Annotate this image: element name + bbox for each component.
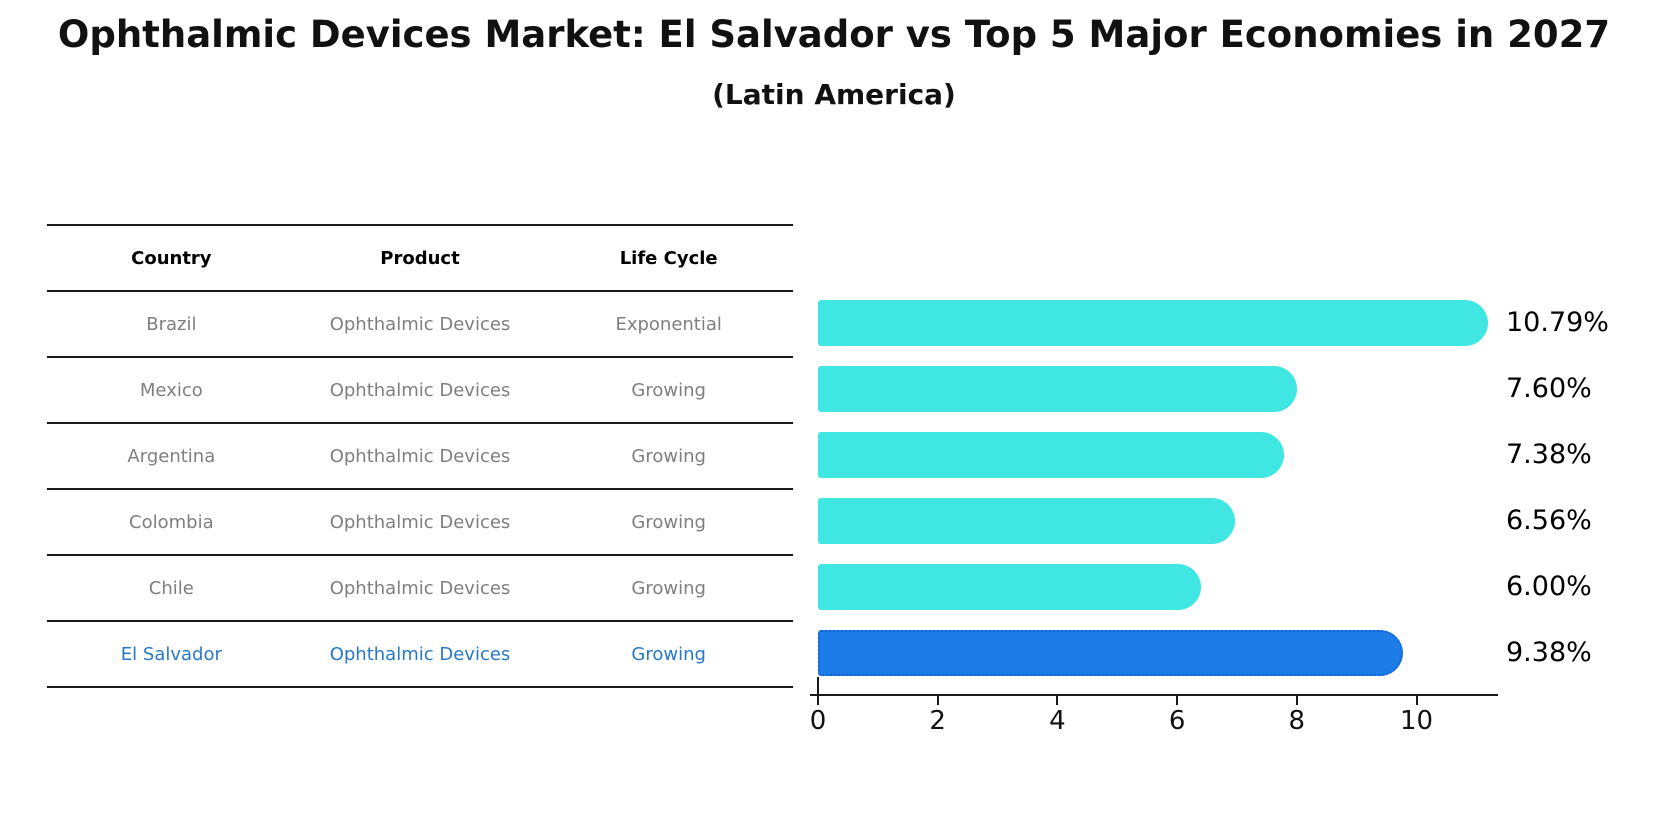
bar-value-label-argentina: 7.38% — [1506, 439, 1592, 470]
bar-value-label-chile: 6.00% — [1506, 571, 1592, 602]
table-header-product: Product — [380, 247, 460, 269]
cell-product: Ophthalmic Devices — [329, 313, 511, 335]
x-axis-tick-label-4: 4 — [1049, 706, 1066, 736]
cell-life-cycle: Exponential — [615, 313, 722, 335]
table-row-chile: Chile Ophthalmic Devices Growing — [47, 554, 793, 620]
table-header-country: Country — [131, 247, 212, 269]
cell-country: Chile — [148, 577, 194, 599]
cell-life-cycle: Growing — [631, 445, 706, 467]
cell-product: Ophthalmic Devices — [329, 445, 511, 467]
cell-life-cycle: Growing — [631, 643, 706, 665]
bar-el-salvador — [818, 630, 1404, 676]
table-row-brazil: Brazil Ophthalmic Devices Exponential — [47, 290, 793, 356]
cell-product: Ophthalmic Devices — [329, 379, 511, 401]
bar-value-label-el-salvador: 9.38% — [1506, 637, 1592, 668]
cell-country: Mexico — [139, 379, 203, 401]
bar-argentina — [818, 432, 1284, 478]
table-row-mexico: Mexico Ophthalmic Devices Growing — [47, 356, 793, 422]
cell-country: Brazil — [146, 313, 197, 335]
bar-colombia — [818, 498, 1235, 544]
bar-chile — [818, 564, 1202, 610]
chart-subtitle: (Latin America) — [712, 78, 956, 111]
x-axis-tick-10 — [1415, 696, 1418, 705]
cell-product: Ophthalmic Devices — [329, 511, 511, 533]
bar-brazil — [818, 300, 1488, 346]
x-axis-line — [810, 694, 1498, 696]
x-axis-tick-label-10: 10 — [1399, 706, 1434, 736]
table-row-argentina: Argentina Ophthalmic Devices Growing — [47, 422, 793, 488]
x-axis-tick-0 — [817, 696, 819, 705]
chart-title: Ophthalmic Devices Market: El Salvador v… — [57, 13, 1611, 56]
bar-value-label-mexico: 7.60% — [1506, 373, 1592, 404]
x-axis-tick-label-8: 8 — [1288, 706, 1306, 736]
cell-life-cycle: Growing — [631, 577, 706, 599]
table-row-colombia: Colombia Ophthalmic Devices Growing — [47, 488, 793, 554]
x-axis-tick-label-6: 6 — [1168, 706, 1186, 736]
x-axis-tick-2 — [936, 696, 939, 705]
bar-value-label-colombia: 6.56% — [1506, 505, 1592, 536]
y-axis-spine — [817, 677, 819, 694]
cell-product: Ophthalmic Devices — [329, 643, 511, 665]
x-axis-tick-6 — [1176, 696, 1179, 705]
cell-product: Ophthalmic Devices — [329, 577, 511, 599]
table-header-row: Country Product Life Cycle — [47, 224, 793, 290]
cell-life-cycle: Growing — [631, 379, 706, 401]
bar-value-label-brazil: 10.79% — [1506, 307, 1609, 338]
data-table: Country Product Life Cycle Brazil Ophthalmic… — [47, 224, 793, 688]
x-axis-tick-8 — [1295, 696, 1298, 705]
cell-country: Colombia — [129, 511, 214, 533]
table-row-el-salvador: El Salvador Ophthalmic Devices Growing — [47, 620, 793, 686]
bar-mexico — [818, 366, 1297, 412]
cell-country: Argentina — [127, 445, 216, 467]
x-axis-tick-4 — [1056, 696, 1059, 705]
table-header-life-cycle: Life Cycle — [619, 247, 718, 269]
x-axis-tick-label-2: 2 — [929, 706, 946, 736]
cell-country: El Salvador — [120, 643, 222, 665]
cell-life-cycle: Growing — [631, 511, 706, 533]
x-axis-tick-label-0: 0 — [809, 706, 827, 736]
